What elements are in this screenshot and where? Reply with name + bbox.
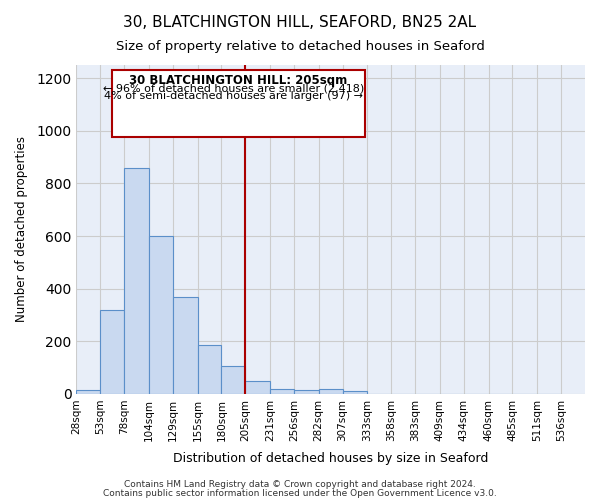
Bar [319, 388, 343, 394]
FancyBboxPatch shape [112, 70, 365, 138]
Text: 4% of semi-detached houses are larger (97) →: 4% of semi-detached houses are larger (9… [104, 92, 363, 102]
Bar [270, 388, 294, 394]
Y-axis label: Number of detached properties: Number of detached properties [15, 136, 28, 322]
Bar [197, 345, 221, 394]
X-axis label: Distribution of detached houses by size in Seaford: Distribution of detached houses by size … [173, 452, 488, 465]
Bar [149, 236, 173, 394]
Bar [245, 380, 270, 394]
Bar [221, 366, 245, 394]
Text: Contains public sector information licensed under the Open Government Licence v3: Contains public sector information licen… [103, 488, 497, 498]
Bar [343, 392, 367, 394]
Bar [173, 296, 197, 394]
Bar [124, 168, 149, 394]
Text: Size of property relative to detached houses in Seaford: Size of property relative to detached ho… [116, 40, 484, 53]
Text: Contains HM Land Registry data © Crown copyright and database right 2024.: Contains HM Land Registry data © Crown c… [124, 480, 476, 489]
Bar [76, 390, 100, 394]
Text: ← 96% of detached houses are smaller (2,418): ← 96% of detached houses are smaller (2,… [103, 84, 364, 94]
Text: 30, BLATCHINGTON HILL, SEAFORD, BN25 2AL: 30, BLATCHINGTON HILL, SEAFORD, BN25 2AL [124, 15, 476, 30]
Bar [294, 390, 319, 394]
Text: 30 BLATCHINGTON HILL: 205sqm: 30 BLATCHINGTON HILL: 205sqm [129, 74, 347, 87]
Bar [100, 310, 124, 394]
